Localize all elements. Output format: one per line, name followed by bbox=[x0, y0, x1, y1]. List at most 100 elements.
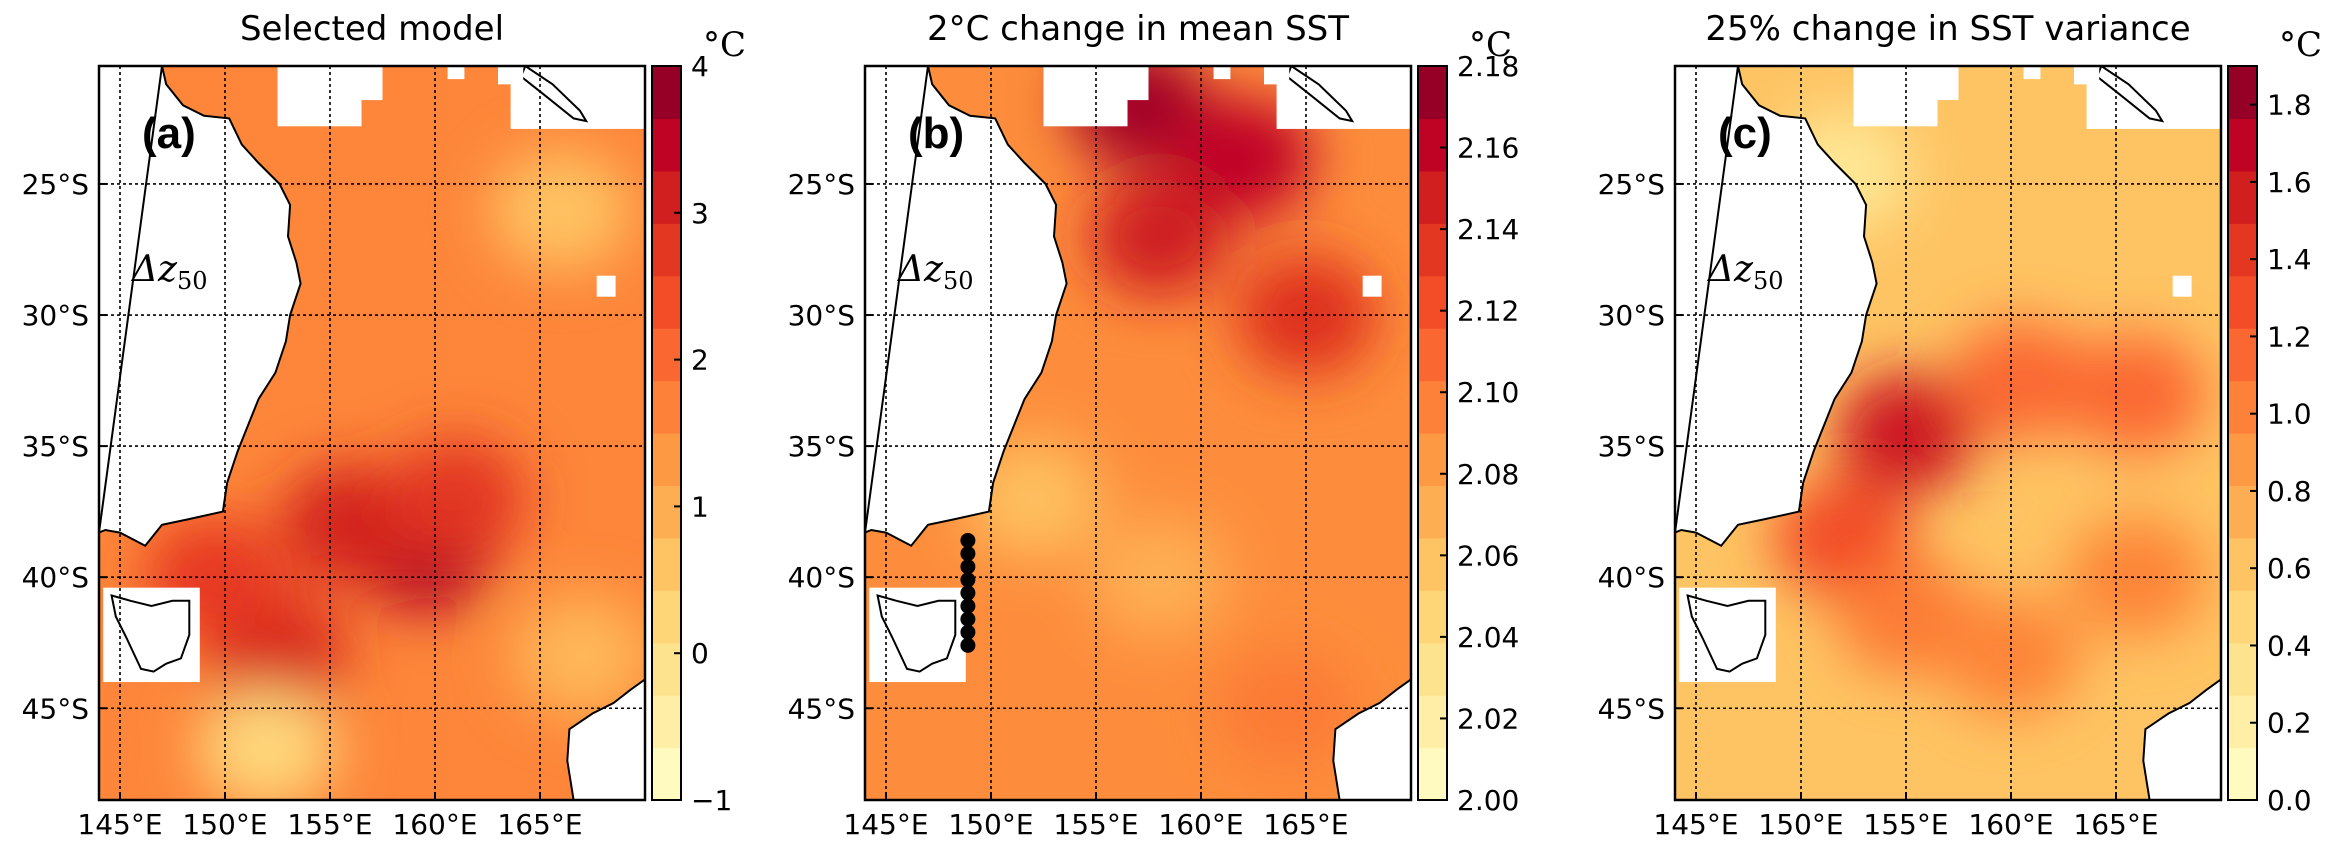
colorbar-tick-label: 3 bbox=[691, 197, 709, 230]
land-tasmania bbox=[1686, 594, 1767, 673]
missing-data-cell bbox=[498, 66, 524, 85]
land-australia bbox=[99, 66, 301, 546]
colorbar-tick-label: 0.4 bbox=[2267, 629, 2312, 662]
colorbar-band bbox=[652, 170, 681, 224]
colorbar-band bbox=[2228, 485, 2257, 539]
land-australia bbox=[1675, 66, 1877, 546]
colorbar-unit: °C bbox=[2279, 25, 2322, 65]
colorbar-tick-label: 2.02 bbox=[1457, 702, 1519, 735]
colorbar-band bbox=[652, 223, 681, 277]
station-marker bbox=[960, 611, 976, 627]
y-tick-label: 30°S bbox=[788, 299, 855, 332]
y-tick-label: 25°S bbox=[788, 168, 855, 201]
colorbar-band bbox=[1418, 118, 1447, 172]
colorbar-band bbox=[2228, 747, 2257, 801]
colorbar-band bbox=[652, 118, 681, 172]
map-field bbox=[865, 66, 1411, 800]
colorbar-tick-label: 1.0 bbox=[2267, 398, 2312, 431]
colorbar-frame bbox=[2227, 65, 2258, 801]
colorbar-band bbox=[652, 275, 681, 329]
colorbar-tick-label: 1.8 bbox=[2267, 89, 2312, 122]
colorbar-band bbox=[1418, 223, 1447, 277]
colorbar-band bbox=[2228, 66, 2257, 120]
colorbar-band bbox=[2228, 590, 2257, 644]
colorbar-band bbox=[1418, 433, 1447, 487]
y-tick-label: 45°S bbox=[22, 692, 89, 725]
x-tick-label: 160°E bbox=[1158, 808, 1243, 841]
colorbar-band bbox=[2228, 118, 2257, 172]
land-australia bbox=[865, 66, 1067, 546]
field-hotspot bbox=[1089, 176, 1229, 297]
station-marker bbox=[960, 559, 976, 575]
map-frame bbox=[863, 64, 1413, 802]
land-new-caledonia bbox=[519, 66, 589, 123]
colorbar-band bbox=[2228, 433, 2257, 487]
colorbar-band bbox=[2228, 170, 2257, 224]
y-tick-label: 45°S bbox=[1598, 692, 1665, 725]
missing-data-cell bbox=[1933, 66, 1959, 101]
missing-data-cell bbox=[2172, 275, 2192, 297]
land-new-caledonia bbox=[1285, 66, 1355, 123]
x-tick-label: 160°E bbox=[1968, 808, 2053, 841]
colorbar: 1.8 1.6 1.4 1.2 1.0 0.8 0.6 0.4 0.2 0.0 °C bbox=[2227, 25, 2322, 817]
land-new-caledonia bbox=[2095, 66, 2165, 123]
x-tick-label: 145°E bbox=[843, 808, 928, 841]
colorbar-band bbox=[652, 380, 681, 434]
colorbar-band bbox=[1418, 66, 1447, 120]
field-hotspot bbox=[281, 464, 421, 585]
x-tick-label: 155°E bbox=[287, 808, 372, 841]
colorbar-band bbox=[652, 590, 681, 644]
colorbar-band bbox=[652, 747, 681, 801]
colorbar-band bbox=[1418, 170, 1447, 224]
coastline bbox=[1675, 66, 1878, 547]
land-tasmania bbox=[110, 594, 191, 673]
station-marker bbox=[960, 532, 976, 548]
missing-data-cell bbox=[1264, 66, 1290, 85]
map-field bbox=[99, 66, 645, 800]
x-tick-label: 155°E bbox=[1053, 808, 1138, 841]
panel-title: Selected model bbox=[240, 9, 504, 49]
missing-data-cell bbox=[596, 275, 616, 297]
field-hotspot bbox=[1951, 320, 2092, 441]
station-marker bbox=[960, 637, 976, 653]
colorbar: 4 3 2 1 0 −1 °C bbox=[651, 25, 746, 817]
field-hotspot bbox=[197, 687, 337, 800]
x-tick-label: 145°E bbox=[77, 808, 162, 841]
colorbar-band bbox=[2228, 642, 2257, 696]
y-tick-label: 35°S bbox=[1598, 430, 1665, 463]
missing-data-cell bbox=[277, 66, 362, 127]
colorbar-tick-label: 2.08 bbox=[1457, 458, 1519, 491]
x-tick-label: 165°E bbox=[2073, 808, 2158, 841]
colorbar-unit: °C bbox=[1469, 25, 1512, 65]
colorbar-band bbox=[2228, 380, 2257, 434]
y-tick-label: 40°S bbox=[788, 561, 855, 594]
land-new-zealand bbox=[2142, 678, 2221, 800]
colorbar-tick-label: 2.06 bbox=[1457, 539, 1519, 572]
colorbar-band bbox=[1418, 275, 1447, 329]
y-tick-label: 40°S bbox=[22, 561, 89, 594]
map-frame bbox=[97, 64, 647, 802]
panel-title: 25% change in SST variance bbox=[1705, 9, 2190, 49]
missing-data-cell bbox=[1213, 66, 1231, 80]
y-tick-label: 30°S bbox=[22, 299, 89, 332]
colorbar-band bbox=[652, 537, 681, 591]
map-field bbox=[1675, 66, 2221, 800]
colorbar-band bbox=[652, 328, 681, 382]
colorbar-tick-label: 0.6 bbox=[2267, 552, 2312, 585]
colorbar-tick-label: 2.00 bbox=[1457, 784, 1519, 817]
colorbar-tick-label: 2.16 bbox=[1457, 132, 1519, 165]
colorbar-band bbox=[652, 433, 681, 487]
field-hotspot bbox=[491, 150, 631, 271]
y-tick-label: 35°S bbox=[788, 430, 855, 463]
colorbar-tick-label: 0 bbox=[691, 637, 709, 670]
colorbar-band bbox=[2228, 275, 2257, 329]
colorbar-band bbox=[652, 66, 681, 120]
colorbar-band bbox=[1418, 485, 1447, 539]
colorbar-band bbox=[652, 695, 681, 749]
colorbar-band bbox=[2228, 537, 2257, 591]
missing-data-cell bbox=[2023, 66, 2041, 80]
panel-letter: (b) bbox=[908, 109, 964, 158]
